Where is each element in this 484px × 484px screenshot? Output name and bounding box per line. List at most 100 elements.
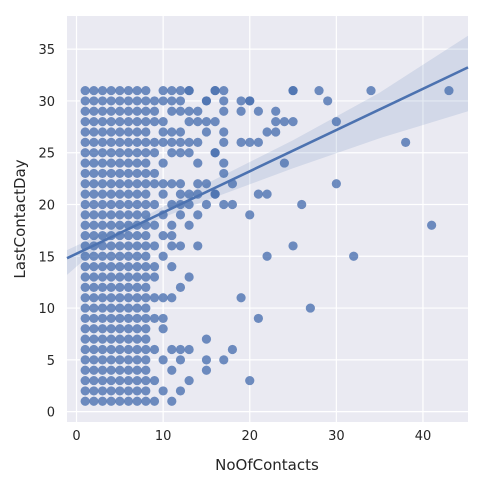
- data-point: [80, 148, 90, 158]
- data-point: [89, 282, 99, 292]
- data-point: [167, 230, 177, 241]
- data-point: [80, 324, 90, 334]
- data-point: [158, 386, 168, 396]
- data-point: [115, 344, 125, 355]
- data-point: [132, 293, 142, 303]
- data-point: [201, 127, 212, 137]
- data-point: [132, 199, 142, 210]
- x-axis-label: NoOfContacts: [215, 456, 319, 474]
- data-point: [115, 293, 125, 303]
- data-point: [141, 375, 151, 386]
- data-point: [97, 106, 108, 116]
- data-point: [149, 293, 160, 303]
- x-tick-label: 10: [155, 429, 172, 444]
- data-point: [80, 199, 90, 210]
- data-point: [227, 199, 238, 210]
- data-point: [80, 282, 90, 292]
- data-point: [141, 230, 151, 241]
- data-point: [193, 241, 203, 251]
- data-point: [158, 158, 168, 168]
- data-point: [132, 396, 142, 406]
- data-point: [236, 137, 246, 147]
- data-point: [123, 199, 134, 210]
- data-point: [141, 117, 151, 127]
- data-point: [167, 179, 177, 189]
- data-point: [158, 127, 168, 137]
- data-point: [314, 85, 324, 96]
- data-point: [89, 272, 99, 282]
- data-point: [141, 168, 151, 179]
- y-tick-label: 20: [38, 199, 55, 214]
- data-point: [149, 241, 160, 251]
- data-point: [132, 262, 142, 272]
- data-point: [132, 158, 142, 168]
- data-point: [97, 303, 108, 313]
- data-point: [219, 106, 229, 116]
- data-point: [349, 251, 359, 261]
- y-tick-label: 10: [38, 302, 55, 317]
- data-point: [141, 303, 151, 313]
- x-tick-labels: 0 10 20 30 40: [72, 429, 431, 444]
- data-point: [288, 241, 298, 251]
- data-point: [184, 272, 194, 282]
- data-point: [323, 96, 333, 106]
- data-point: [89, 106, 99, 116]
- data-point: [80, 210, 90, 220]
- data-point: [80, 189, 90, 199]
- data-point: [80, 179, 90, 189]
- data-point: [184, 220, 194, 230]
- data-point: [115, 324, 125, 334]
- data-point: [123, 148, 134, 158]
- data-point: [97, 262, 108, 272]
- data-point: [123, 293, 134, 303]
- data-point: [149, 262, 160, 272]
- data-point: [175, 355, 186, 365]
- data-point: [149, 344, 160, 355]
- data-point: [297, 199, 307, 210]
- data-point: [236, 96, 246, 106]
- data-point: [175, 189, 186, 199]
- data-point: [158, 189, 168, 199]
- data-point: [80, 303, 90, 313]
- data-point: [97, 355, 108, 365]
- data-point: [132, 117, 142, 127]
- data-point: [89, 251, 99, 261]
- data-point: [80, 313, 90, 324]
- data-point: [132, 127, 142, 137]
- data-point: [123, 262, 134, 272]
- data-point: [184, 106, 194, 116]
- data-point: [97, 117, 108, 127]
- data-point: [106, 355, 116, 365]
- data-point: [97, 313, 108, 324]
- data-point: [201, 365, 212, 375]
- data-point: [115, 117, 125, 127]
- data-point: [193, 117, 203, 127]
- data-point: [80, 96, 90, 106]
- data-point: [106, 127, 116, 137]
- data-point: [89, 179, 99, 189]
- data-point: [97, 158, 108, 168]
- data-point: [115, 303, 125, 313]
- data-point: [271, 106, 281, 116]
- data-point: [175, 344, 186, 355]
- data-point: [184, 189, 194, 199]
- data-point: [141, 313, 151, 324]
- data-point: [80, 386, 90, 396]
- data-point: [123, 106, 134, 116]
- data-point: [262, 251, 272, 261]
- data-point: [89, 375, 99, 386]
- data-point: [141, 365, 151, 375]
- data-point: [132, 137, 142, 147]
- data-point: [123, 127, 134, 137]
- data-point: [123, 313, 134, 324]
- data-point: [149, 396, 160, 406]
- data-point: [97, 220, 108, 230]
- data-point: [158, 179, 168, 189]
- data-point: [141, 324, 151, 334]
- data-point: [97, 179, 108, 189]
- data-point: [80, 117, 90, 127]
- data-point: [141, 272, 151, 282]
- data-point: [89, 355, 99, 365]
- data-point: [167, 148, 177, 158]
- data-point: [401, 137, 411, 147]
